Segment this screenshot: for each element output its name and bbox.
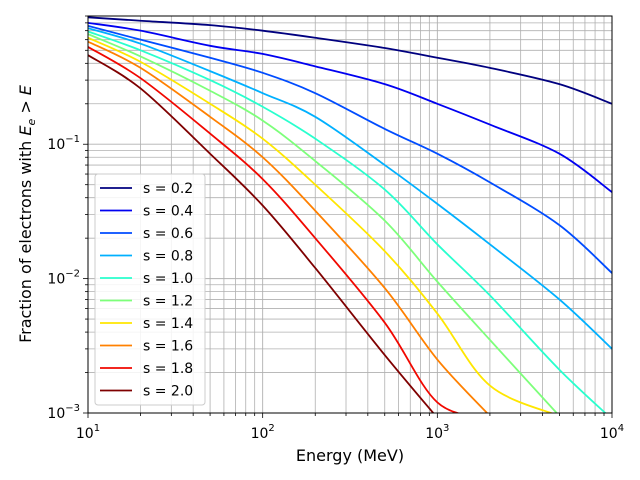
legend-entry: s = 0.6	[100, 226, 193, 242]
legend: s = 0.2 s = 0.4 s = 0.6 s = 0.8 s = 1.0 s = 1…	[94, 173, 206, 406]
grid	[87, 15, 612, 414]
legend-label: s = 1.6	[143, 339, 193, 355]
legend-label: s = 1.0	[143, 271, 193, 287]
y-tick-label: 10−1	[47, 134, 80, 153]
legend-label: s = 1.8	[143, 361, 193, 377]
x-tick-label: 103	[425, 423, 449, 442]
y-axis-label-math-var: E	[16, 84, 35, 95]
y-axis-label-math-sub: e	[25, 119, 38, 126]
legend-label: s = 1.4	[143, 316, 193, 332]
legend-label: s = 0.4	[143, 204, 193, 220]
legend-entries: s = 0.2 s = 0.4 s = 0.6 s = 0.8 s = 1.0 s = 1…	[100, 181, 193, 400]
series-line-3	[88, 24, 612, 275]
y-tick-label: 10−3	[47, 403, 80, 422]
legend-label: s = 0.6	[143, 226, 193, 242]
series-line-10	[88, 54, 435, 413]
y-axis-label-math-gt: >	[16, 95, 35, 119]
series-line-1	[88, 16, 612, 105]
legend-entry: s = 1.8	[100, 361, 193, 377]
legend-label: s = 1.2	[143, 294, 193, 310]
legend-entry: s = 0.4	[100, 204, 193, 220]
y-tick-labels: 10−3 10−2 10−1	[47, 134, 80, 422]
x-axis-label: Energy (MeV)	[296, 446, 404, 465]
series-line-9	[88, 45, 462, 413]
legend-entry: s = 1.6	[100, 339, 193, 355]
x-tick-label: 101	[76, 423, 100, 442]
x-tick-label: 102	[251, 423, 275, 442]
series-line-2	[88, 21, 612, 194]
legend-entry: s = 0.2	[100, 181, 193, 197]
y-axis-label-prefix: Fraction of electrons with	[16, 136, 35, 343]
axis-ticks	[83, 15, 613, 418]
y-axis-label: Fraction of electrons with Ee > E	[16, 84, 38, 343]
series-line-8	[88, 40, 489, 413]
legend-entry: s = 1.2	[100, 294, 193, 310]
series-line-7	[88, 36, 554, 413]
legend-label: s = 0.8	[143, 249, 193, 265]
y-tick-label: 10−2	[47, 269, 80, 288]
series-group	[88, 16, 612, 413]
x-tick-labels: 101 102 103 104	[76, 423, 624, 442]
series-line-6	[88, 33, 558, 413]
series-line-5	[88, 30, 607, 413]
legend-box	[94, 173, 206, 406]
x-tick-label: 104	[600, 423, 624, 442]
legend-entry: s = 1.4	[100, 316, 193, 332]
y-axis-label-math-e: E	[16, 125, 35, 136]
legend-entry: s = 2.0	[100, 384, 193, 400]
legend-label: s = 0.2	[143, 181, 193, 197]
legend-entry: s = 0.8	[100, 249, 193, 265]
series-line-4	[88, 27, 612, 351]
legend-entry: s = 1.0	[100, 271, 193, 287]
legend-label: s = 2.0	[143, 384, 193, 400]
